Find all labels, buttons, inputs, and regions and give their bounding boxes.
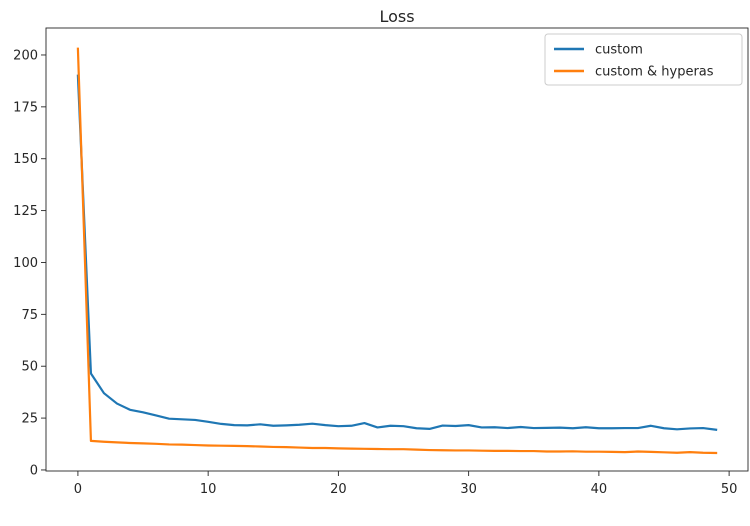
y-tick-label: 125 [13, 204, 38, 219]
x-tick-label: 40 [591, 482, 608, 497]
legend: custom custom & hyperas [544, 33, 743, 86]
legend-box [544, 33, 743, 86]
y-tick-label: 50 [21, 360, 38, 375]
y-tick-label: 0 [30, 463, 38, 478]
y-tick-label: 150 [13, 152, 38, 167]
y-axis-ticks: 0 25 50 75 100 125 150 175 200 [13, 48, 46, 478]
x-axis-ticks: 0 10 20 30 40 50 [74, 471, 738, 497]
x-tick-label: 30 [460, 482, 477, 497]
chart-title: Loss [379, 7, 414, 26]
legend-label: custom [595, 43, 643, 58]
y-tick-label: 25 [21, 412, 38, 427]
plot-area [45, 27, 749, 472]
x-tick-label: 0 [74, 482, 82, 497]
y-tick-label: 200 [13, 48, 38, 63]
y-tick-label: 175 [13, 100, 38, 115]
x-tick-label: 50 [721, 482, 738, 497]
series-group [76, 47, 718, 455]
y-tick-label: 75 [21, 308, 38, 323]
legend-label: custom & hyperas [595, 65, 714, 80]
plot-frame [45, 27, 749, 472]
x-tick-label: 10 [200, 482, 217, 497]
series-line-1 [76, 47, 718, 455]
x-tick-label: 20 [330, 482, 347, 497]
series-line-0 [76, 74, 718, 431]
y-tick-label: 100 [13, 256, 38, 271]
